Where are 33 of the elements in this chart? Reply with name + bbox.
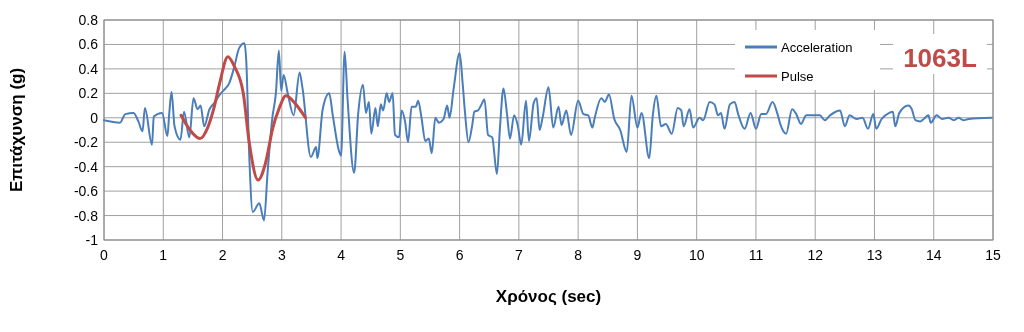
x-tick-label: 9 (633, 247, 642, 263)
x-tick-label: 7 (514, 247, 523, 263)
x-tick-label: 2 (218, 247, 227, 263)
legend-label: Pulse (781, 69, 814, 84)
y-axis-title: Επιτάχυνση (g) (7, 67, 26, 193)
annotation: 1063L (903, 43, 977, 73)
legend-label: Acceleration (781, 40, 853, 55)
x-tick-label: 12 (807, 247, 824, 263)
x-tick-label: 6 (455, 247, 464, 263)
y-tick-label: -0.6 (73, 183, 99, 200)
x-tick-label: 3 (277, 247, 286, 263)
y-tick-label: -0.4 (73, 158, 99, 175)
y-tick-label: 0.6 (78, 36, 99, 53)
y-tick-label: -0.8 (73, 207, 99, 224)
y-tick-label: 0.4 (78, 60, 99, 77)
x-tick-label: 10 (688, 247, 705, 263)
x-axis-title: Χρόνος (sec) (495, 287, 602, 306)
line-series (103, 42, 993, 222)
line-series (179, 55, 308, 182)
x-tick-label: 4 (337, 247, 346, 263)
y-tick-label: 0.2 (78, 85, 99, 102)
x-tick-label: 13 (866, 247, 883, 263)
y-tick-label: 0 (90, 109, 99, 126)
y-tick-label: 0.8 (78, 12, 99, 28)
x-tick-label: 11 (748, 247, 764, 263)
x-tick-label: 15 (985, 247, 1001, 263)
x-tick-label: 0 (100, 247, 109, 263)
x-tick-label: 5 (396, 247, 405, 263)
x-tick-label: 8 (574, 247, 583, 263)
x-tick-label: 14 (925, 247, 942, 263)
y-tick-label: -1 (85, 232, 99, 248)
y-tick-label: -0.2 (73, 134, 99, 151)
x-tick-label: 1 (159, 247, 168, 263)
